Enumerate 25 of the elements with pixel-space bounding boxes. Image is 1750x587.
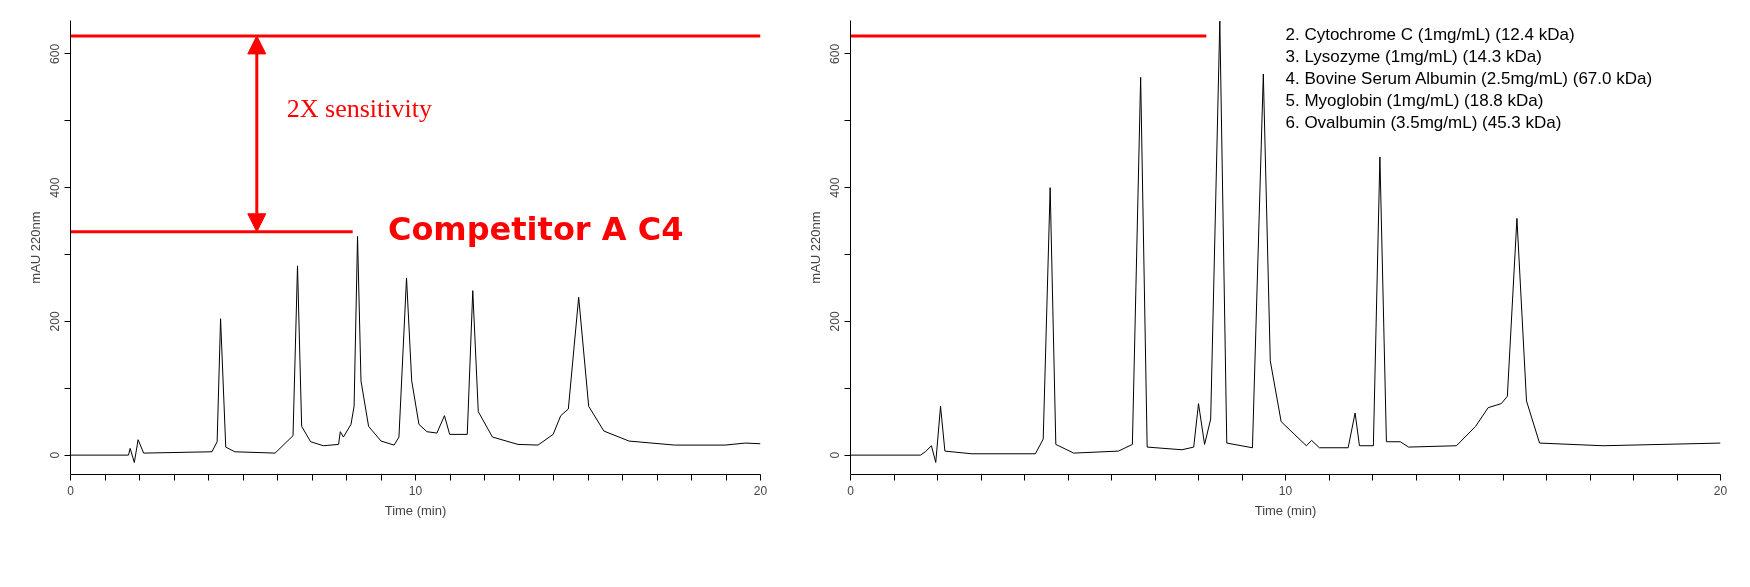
x-tick-label: 20: [753, 483, 768, 498]
y-tick-label: 400: [828, 177, 843, 198]
annotation: Competitor A C4: [387, 210, 684, 249]
y-axis-title: mAU 220nm: [807, 211, 823, 284]
y-tick-label: 600: [48, 43, 63, 64]
annotation: 3. Lysozyme (1mg/mL) (14.3 kDa): [1285, 47, 1542, 66]
y-tick-label: 0: [828, 451, 843, 459]
x-tick-label: 0: [847, 483, 855, 498]
x-tick-label: 10: [408, 483, 423, 498]
annotation: 6. Ovalbumin (3.5mg/mL) (45.3 kDa): [1285, 113, 1562, 132]
x-axis-title: Time (min): [1254, 502, 1317, 518]
annotation: 5. Myoglobin (1mg/mL) (18.8 kDa): [1285, 91, 1544, 110]
annotation: 2. Cytochrome C (1mg/mL) (12.4 kDa): [1285, 25, 1575, 44]
y-tick-label: 0: [48, 451, 63, 459]
y-tick-label: 600: [828, 43, 843, 64]
y-tick-label: 200: [48, 311, 63, 332]
x-tick-label: 10: [1278, 483, 1293, 498]
y-tick-label: 200: [828, 311, 843, 332]
y-axis-title: mAU 220nm: [27, 211, 43, 284]
annotation: 4. Bovine Serum Albumin (2.5mg/mL) (67.0 kDa): [1285, 69, 1653, 88]
x-axis-title: Time (min): [384, 502, 447, 518]
annotation: 2X sensitivity: [286, 94, 432, 124]
x-tick-label: 20: [1713, 483, 1728, 498]
x-tick-label: 0: [67, 483, 75, 498]
y-tick-label: 400: [48, 177, 63, 198]
